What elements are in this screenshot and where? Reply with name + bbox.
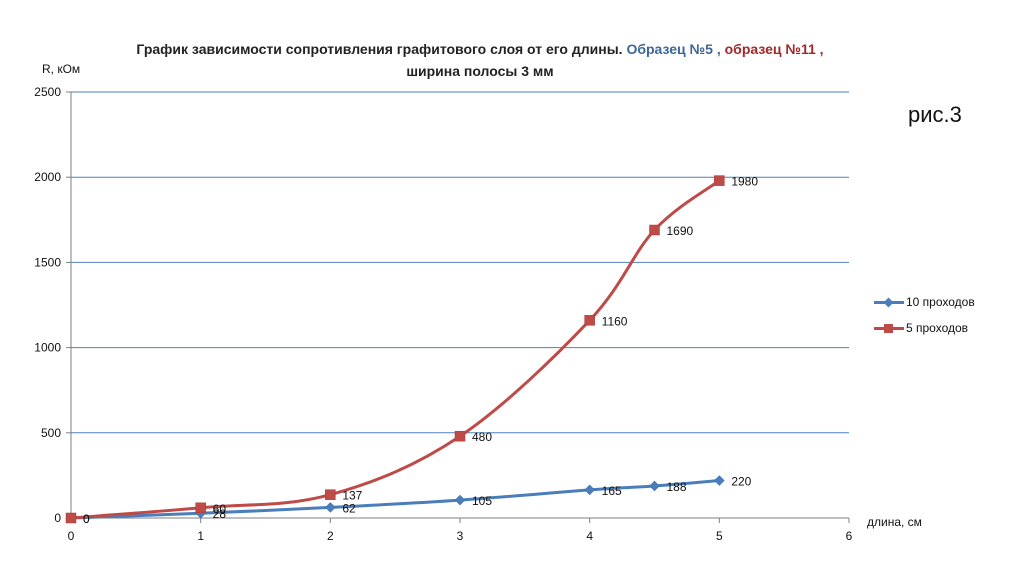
- y-tick-label: 1000: [34, 341, 61, 355]
- y-tick-label: 500: [41, 426, 61, 440]
- data-point-series-1: [454, 494, 466, 506]
- y-tick-label: 0: [54, 511, 61, 525]
- data-point-series-1: [324, 502, 336, 513]
- data-label-series-1: 105: [472, 494, 492, 508]
- data-label-series-2: 1690: [667, 224, 694, 238]
- legend-swatch-series-2: [874, 319, 904, 339]
- chart-title-line2: ширина полосы 3 мм: [406, 63, 554, 79]
- x-tick-label: 1: [197, 529, 204, 543]
- y-tick-label: 1500: [34, 255, 61, 269]
- legend-label-series-1: 10 проходов: [906, 295, 975, 309]
- chart-title-sample-b: образец №11 ,: [724, 41, 824, 57]
- data-label-series-1: 220: [731, 475, 751, 489]
- x-tick-label: 3: [457, 529, 464, 543]
- x-tick-label: 2: [327, 529, 334, 543]
- data-label-series-1: 62: [342, 501, 356, 515]
- grid-layer: [71, 91, 849, 434]
- x-tick-label: 6: [846, 529, 853, 543]
- data-label-series-2: 1980: [731, 175, 758, 189]
- x-tick-label: 5: [716, 529, 723, 543]
- x-axis-label: длина, см: [867, 515, 922, 529]
- legend-item-series-2: 5 проходов: [874, 318, 975, 344]
- data-point-series-1: [584, 484, 596, 496]
- series-line-1: [69, 479, 721, 520]
- data-point-series-1: [713, 475, 725, 486]
- data-label-series-2: 1160: [602, 314, 628, 328]
- x-tick-label: 4: [586, 529, 593, 543]
- axis-layer: 0 500 1000 1500 2000 2500 0 1 2 3 4 5 6: [34, 85, 852, 543]
- legend-label-series-2: 5 проходов: [906, 321, 969, 335]
- data-label-series-1: 28: [213, 507, 227, 521]
- data-point-series-2: [649, 224, 660, 236]
- series-layer: [65, 175, 725, 524]
- data-label-series-2: 60: [213, 502, 227, 516]
- chart-title: График зависимости сопротивления графито…: [60, 38, 900, 82]
- data-label-series-2: 480: [472, 430, 492, 444]
- y-tick-label: 2000: [34, 170, 61, 184]
- data-point-series-2: [454, 430, 466, 442]
- data-point-series-2: [714, 175, 725, 186]
- data-label-series-1: 165: [602, 484, 622, 498]
- legend-swatch-series-1: [874, 293, 904, 313]
- figure-label: рис.3: [908, 102, 962, 127]
- x-tick-label: 0: [68, 529, 75, 543]
- chart-title-main: График зависимости сопротивления графито…: [136, 41, 623, 57]
- data-label-series-1: 188: [667, 480, 687, 494]
- data-label-series-1: 0: [83, 512, 90, 526]
- legend: 10 проходов 5 проходов: [874, 292, 975, 344]
- data-point-series-2: [65, 512, 77, 524]
- y-axis-label: R, кОм: [42, 62, 80, 76]
- y-tick-label: 2500: [34, 85, 61, 99]
- data-label-series-2: 0: [83, 512, 90, 526]
- data-label-series-2: 137: [342, 489, 362, 503]
- data-point-series-2: [584, 315, 595, 326]
- data-point-series-1: [649, 480, 660, 492]
- series-line-2: [69, 179, 721, 520]
- legend-item-series-1: 10 проходов: [874, 292, 975, 318]
- data-point-series-2: [325, 489, 336, 500]
- chart-title-sample-a: Образец №5 ,: [626, 41, 721, 57]
- data-point-series-2: [195, 502, 206, 514]
